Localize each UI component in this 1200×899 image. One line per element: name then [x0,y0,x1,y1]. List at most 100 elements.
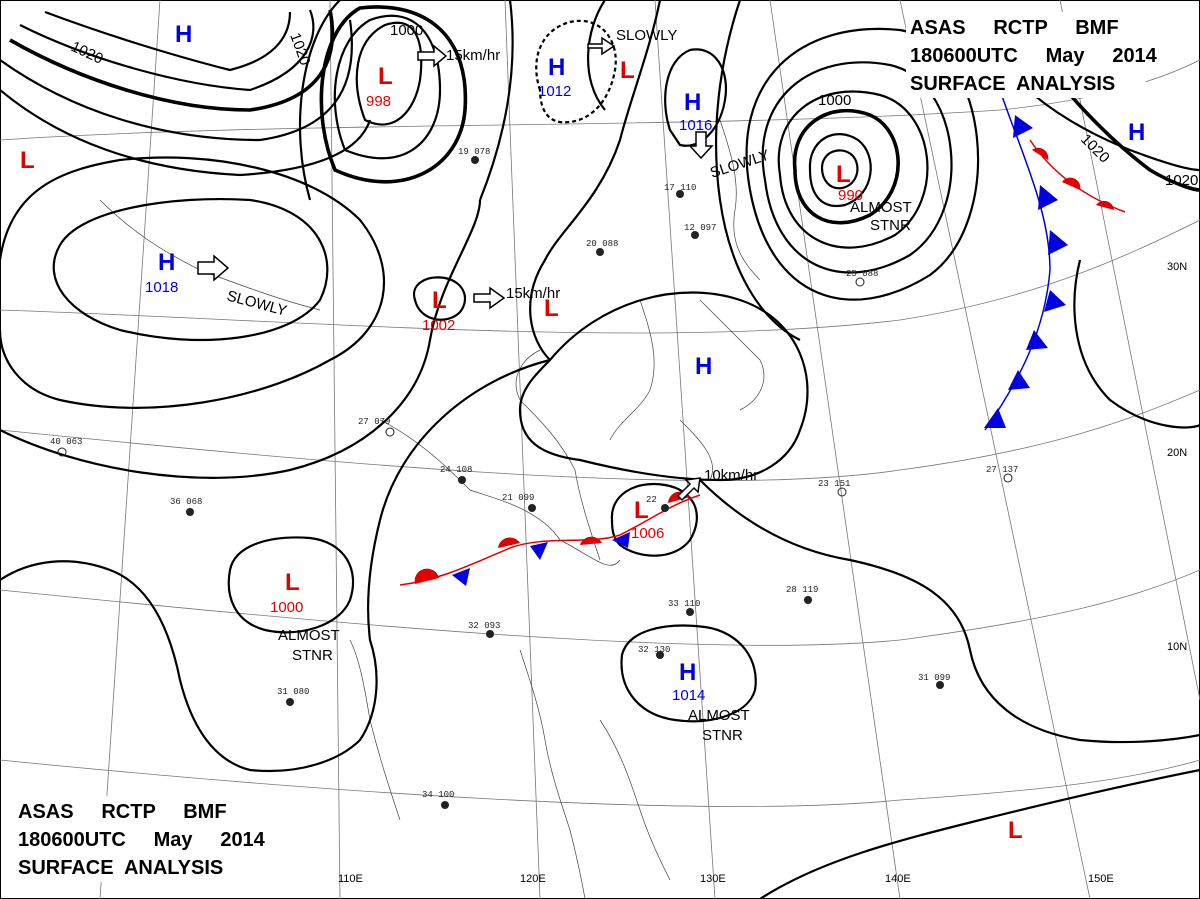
station-plot: 17 110 [664,183,696,198]
arrow-right-icon [197,254,230,282]
low-system: L 990 [836,161,863,204]
high-system: H 1016 [679,89,712,134]
note-line: ALMOST [688,707,750,724]
station-plot: 33 110 [668,599,700,616]
warm-front-symbol [414,568,439,584]
note-line: STNR [870,217,911,234]
arrow-up-right-icon [676,477,701,502]
motion-label: SLOWLY [616,27,677,44]
station-plot: 19 078 [458,147,490,164]
low-system: L 1000 [270,569,303,616]
cold-front-symbol [612,532,630,548]
low-system: L 1002 [422,287,455,334]
stationary-front [399,491,701,586]
system-pressure: 1016 [679,117,712,134]
system-symbol: H [175,21,192,48]
station-text: 34 100 [422,790,454,800]
low-system: L [1008,817,1023,844]
station-plot: 32 093 [468,621,500,638]
station-text: 27 137 [986,465,1018,475]
header-line: SURFACE ANALYSIS [18,857,223,879]
isobar-label: 1000 [818,92,851,109]
system-symbol: L [1008,817,1023,844]
system-pressure: 1006 [631,525,664,542]
motion-indicator: SLOWLY [587,27,677,56]
lat-labels: 30N 20N 10N [1167,261,1187,653]
high-system: H 1018 [145,249,178,296]
cold-front-symbol [1048,230,1068,255]
system-symbol: H [684,89,701,116]
cold-front-symbol [452,568,470,586]
arrow-right-icon [473,286,506,310]
motion-indicator: 10km/hr [676,467,758,502]
station-text: 17 110 [664,183,696,193]
warm-front-symbol [1032,147,1049,160]
cold-front-symbol [1026,330,1048,350]
system-pressure: 1012 [538,83,571,100]
warm-front-symbol [580,536,602,545]
station-text: 40 063 [50,437,82,447]
system-symbol: L [634,497,649,524]
front-line [399,494,701,586]
system-pressure: 1014 [672,687,705,704]
station-text: 22 [646,495,657,505]
station-text: 19 078 [458,147,490,157]
high-system: H 1012 [538,54,571,100]
station-plot: 27 137 [986,465,1018,483]
lat-label: 30N [1167,261,1187,273]
lat-label: 20N [1167,447,1187,459]
system-symbol: L [620,57,635,84]
motion-indicator: 15km/hr [417,44,500,68]
header-bottom-left: ASAS RCTP BMF 180600UTC May 2014 SURFACE… [14,796,266,882]
system-symbol: H [158,249,175,276]
header-line: 180600UTC May 2014 [910,45,1158,67]
arrow-right-icon [587,36,616,56]
isobar-label: 1020 [1165,172,1198,189]
station-text: 33 110 [668,599,700,609]
high-system: H 1014 [672,659,705,704]
station-text: 31 080 [277,687,309,697]
station-plot: 21 099 [502,493,536,512]
system-pressure: 1000 [270,599,303,616]
station-text: 25 088 [846,269,878,279]
station-plot: 34 100 [422,790,454,809]
low-system: L [544,295,559,322]
header-line: ASAS RCTP BMF [910,17,1119,39]
system-symbol: L [378,63,393,90]
system-symbol: H [695,353,712,380]
low-system: L [20,147,35,174]
lon-label: 120E [520,873,546,885]
lon-label: 150E [1088,873,1114,885]
header-line: 180600UTC May 2014 [18,829,266,851]
lon-label: 130E [700,873,726,885]
motion-indicator: 15km/hr [473,285,560,310]
header-line: SURFACE ANALYSIS [910,73,1115,95]
motion-label: 15km/hr [446,47,500,64]
warm-front-symbol [498,537,520,548]
station-text: 36 068 [170,497,202,507]
station-text: 21 099 [502,493,534,503]
warm-front-symbol [1062,177,1081,190]
low-system: L 1006 [631,497,664,542]
station-plot: 27 079 [358,417,395,437]
system-symbol: L [285,569,300,596]
station-text: 24 108 [440,465,472,475]
station-plots: 27 079 24 108 21 099 22 36 068 40 063 31… [50,147,1018,809]
cold-front-symbol [1038,185,1058,210]
system-symbol: L [20,147,35,174]
cold-front-symbol [530,542,548,560]
system-symbol: L [836,161,851,188]
system-symbol: H [679,659,696,686]
station-plot: 22 [646,495,669,512]
station-text: 27 079 [358,417,390,427]
system-pressure: 1002 [422,317,455,334]
station-plot: 36 068 [170,497,202,516]
station-plot: 28 119 [786,585,818,604]
station-plot: 12 097 [684,223,716,239]
station-text: 32 093 [468,621,500,631]
cold-front-east [984,89,1068,431]
lat-label: 10N [1167,641,1187,653]
header-line: ASAS RCTP BMF [18,801,227,823]
